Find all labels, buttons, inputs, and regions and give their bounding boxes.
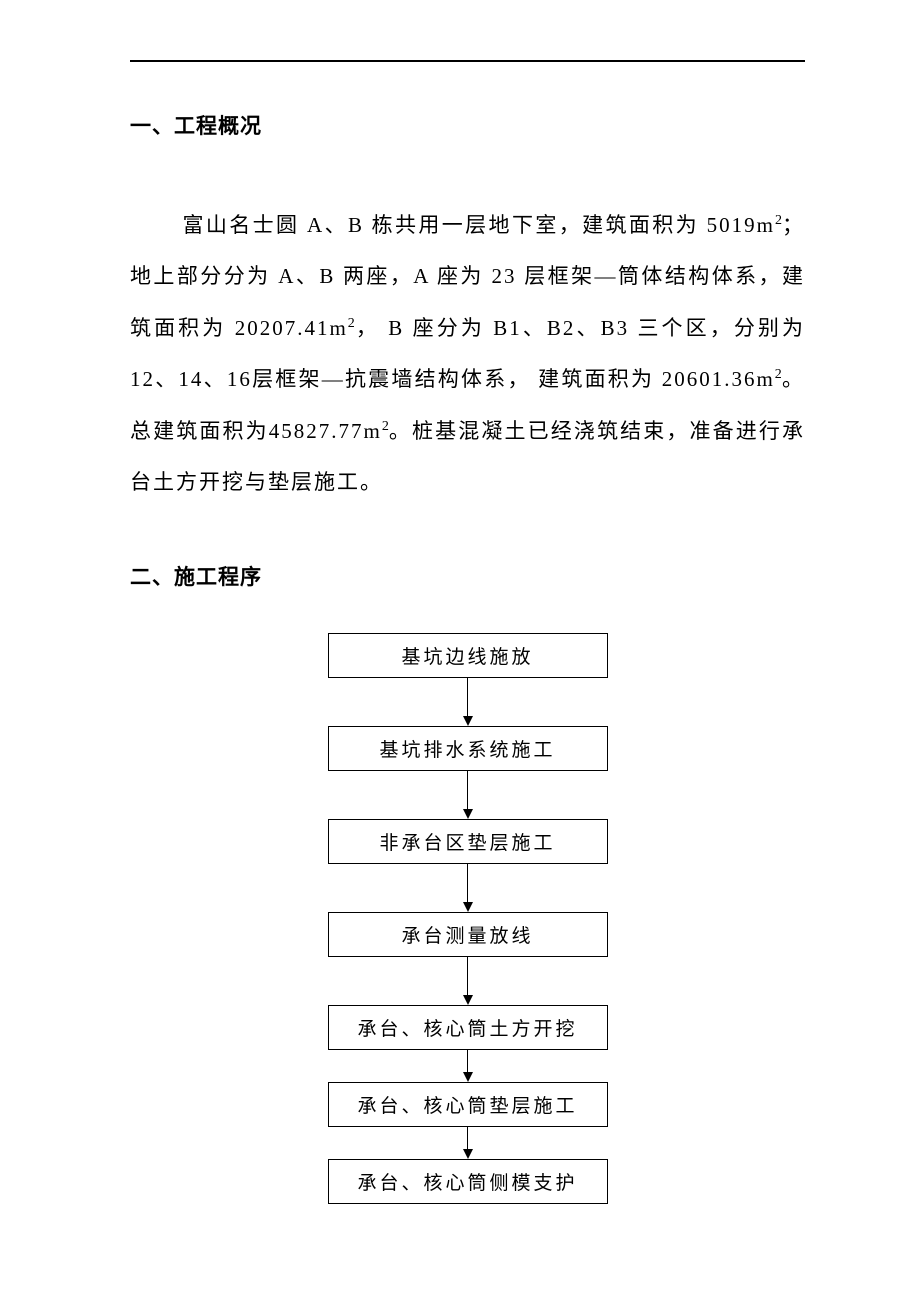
section-1-body: 富山名士圆 A、B 栋共用一层地下室，建筑面积为 5019m2；地上部分分为 A… xyxy=(130,200,805,509)
flow-node-6: 承台、核心筒垫层施工 xyxy=(328,1082,608,1127)
flow-node-3: 非承台区垫层施工 xyxy=(328,819,608,864)
flow-arrow-icon xyxy=(463,771,473,819)
flow-node-4: 承台测量放线 xyxy=(328,912,608,957)
flow-node-1: 基坑边线施放 xyxy=(328,633,608,678)
flow-arrow-icon xyxy=(463,1127,473,1159)
flow-arrow-icon xyxy=(463,1050,473,1082)
flow-arrow-icon xyxy=(463,864,473,912)
section-1-heading: 一、工程概况 xyxy=(130,110,805,140)
flow-arrow-icon xyxy=(463,678,473,726)
document-page: 一、工程概况 富山名士圆 A、B 栋共用一层地下室，建筑面积为 5019m2；地… xyxy=(0,0,920,1264)
section-2-heading: 二、施工程序 xyxy=(130,561,805,591)
flow-node-5: 承台、核心筒土方开挖 xyxy=(328,1005,608,1050)
flowchart-container: 基坑边线施放 基坑排水系统施工 非承台区垫层施工 承台测量放线 承台、核心筒土方… xyxy=(130,633,805,1204)
flow-arrow-icon xyxy=(463,957,473,1005)
flow-node-7: 承台、核心筒侧模支护 xyxy=(328,1159,608,1204)
flow-node-2: 基坑排水系统施工 xyxy=(328,726,608,771)
header-rule xyxy=(130,60,805,62)
